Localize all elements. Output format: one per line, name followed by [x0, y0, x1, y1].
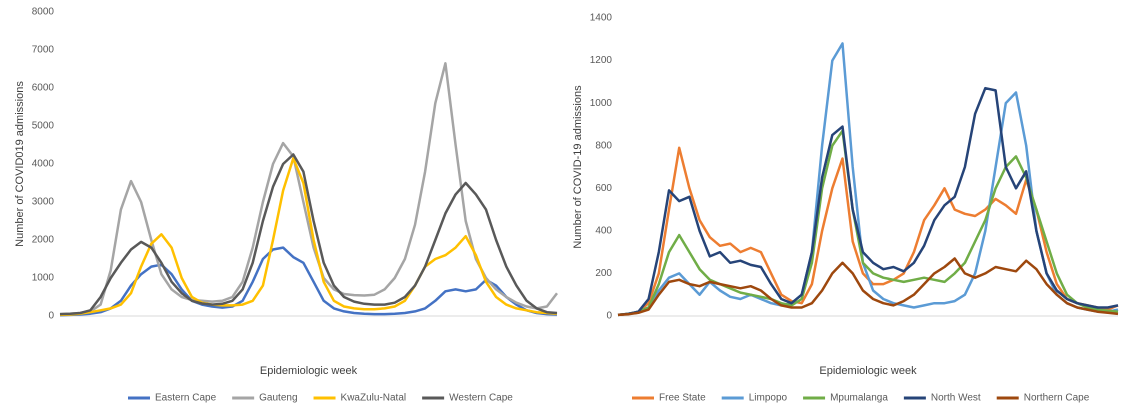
legend-label: North West	[931, 393, 981, 404]
y-tick-label: 7000	[32, 45, 55, 56]
y-tick-label: 1400	[590, 13, 613, 24]
y-tick-label: 400	[595, 225, 612, 236]
y-tick-label: 0	[48, 311, 54, 322]
y-tick-label: 5000	[32, 121, 55, 132]
y-tick-label: 4000	[32, 159, 55, 170]
line-series	[617, 257, 1119, 317]
y-tick-label: 1000	[590, 98, 613, 109]
legend-label: Eastern Cape	[155, 393, 217, 404]
legend-label: Free State	[659, 393, 706, 404]
x-axis-title: Epidemiologic week	[819, 365, 917, 377]
line-series	[617, 129, 1119, 317]
y-axis-title: Number of COVID-19 admissions	[572, 85, 584, 249]
legend-label: Limpopo	[749, 393, 788, 404]
line-series	[59, 157, 558, 317]
legend-label: Mpumalanga	[830, 393, 888, 404]
line-series	[59, 153, 558, 316]
line-series	[617, 86, 1119, 317]
legend-label: Gauteng	[259, 393, 297, 404]
line-series	[59, 246, 558, 317]
y-tick-label: 0	[606, 311, 612, 322]
y-tick-label: 8000	[32, 7, 55, 18]
line-series	[617, 42, 1119, 317]
y-tick-label: 6000	[32, 83, 55, 94]
line-series	[59, 62, 558, 316]
legend-label: KwaZulu-Natal	[341, 393, 407, 404]
y-tick-label: 200	[595, 268, 612, 279]
y-axis-title: Number of COVID019 admissions	[14, 81, 26, 247]
legend-label: Western Cape	[449, 393, 513, 404]
x-axis-title: Epidemiologic week	[260, 365, 358, 377]
y-tick-label: 2000	[32, 235, 55, 246]
y-tick-label: 1200	[590, 55, 613, 66]
y-tick-label: 600	[595, 183, 612, 194]
y-tick-label: 1000	[32, 273, 55, 284]
y-tick-label: 800	[595, 140, 612, 151]
legend-label: Northern Cape	[1024, 393, 1090, 404]
y-tick-label: 3000	[32, 197, 55, 208]
